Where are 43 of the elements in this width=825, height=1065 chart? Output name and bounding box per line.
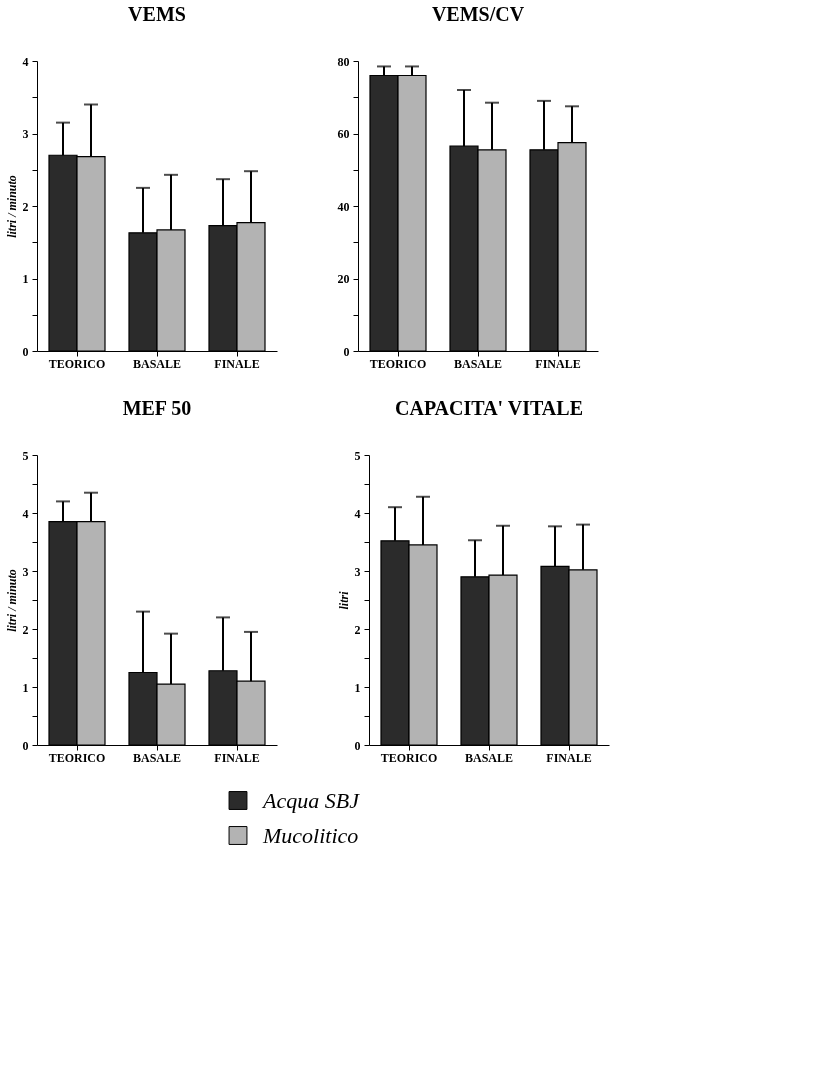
y-tick-label: 0	[343, 344, 350, 359]
y-tick-label: 2	[22, 199, 29, 214]
y-tick-label: 1	[22, 680, 29, 695]
y-tick-label: 40	[337, 199, 350, 214]
y-tick-label: 5	[22, 448, 29, 463]
y-tick-label: 3	[354, 564, 361, 579]
chart-title: VEMS/CV	[431, 3, 525, 25]
chart-title: MEF 50	[122, 397, 192, 419]
y-tick-label: 3	[22, 127, 29, 141]
legend-label: Mucolitico	[262, 822, 359, 848]
y-axis-title: litri	[336, 590, 351, 610]
y-tick-label: 0	[354, 738, 361, 753]
y-tick-label: 1	[22, 272, 29, 286]
y-tick-label: 5	[354, 448, 361, 463]
x-tick-label: FINALE	[214, 750, 260, 765]
y-axis-title: litri / minuto	[4, 569, 19, 632]
x-tick-label: FINALE	[546, 750, 592, 765]
x-tick-label: FINALE	[214, 356, 260, 371]
x-tick-label: BASALE	[132, 750, 182, 765]
y-axis-title: litri / minuto	[4, 175, 19, 238]
x-tick-label: TEORICO	[48, 750, 106, 765]
x-tick-label: TEORICO	[369, 356, 427, 371]
y-tick-label: 2	[354, 622, 361, 637]
x-tick-label: TEORICO	[48, 356, 106, 371]
y-tick-label: 4	[22, 54, 29, 69]
y-tick-label: 0	[22, 738, 29, 753]
chart-title: CAPACITA' VITALE	[395, 397, 583, 419]
x-tick-label: FINALE	[535, 356, 581, 371]
y-tick-label: 0	[22, 344, 29, 359]
x-tick-label: BASALE	[453, 356, 503, 371]
x-tick-label: TEORICO	[380, 750, 438, 765]
y-tick-label: 20	[337, 272, 350, 286]
y-tick-label: 4	[22, 506, 29, 521]
x-tick-label: BASALE	[464, 750, 514, 765]
y-tick-label: 4	[354, 506, 361, 521]
y-tick-label: 60	[337, 127, 350, 141]
chart-title: VEMS	[128, 3, 186, 25]
y-tick-label: 3	[22, 564, 29, 579]
legend-label: Acqua SBJ	[261, 787, 361, 813]
x-tick-label: BASALE	[132, 356, 182, 371]
y-tick-label: 2	[22, 622, 29, 637]
y-tick-label: 1	[354, 680, 361, 695]
y-tick-label: 80	[337, 54, 350, 69]
